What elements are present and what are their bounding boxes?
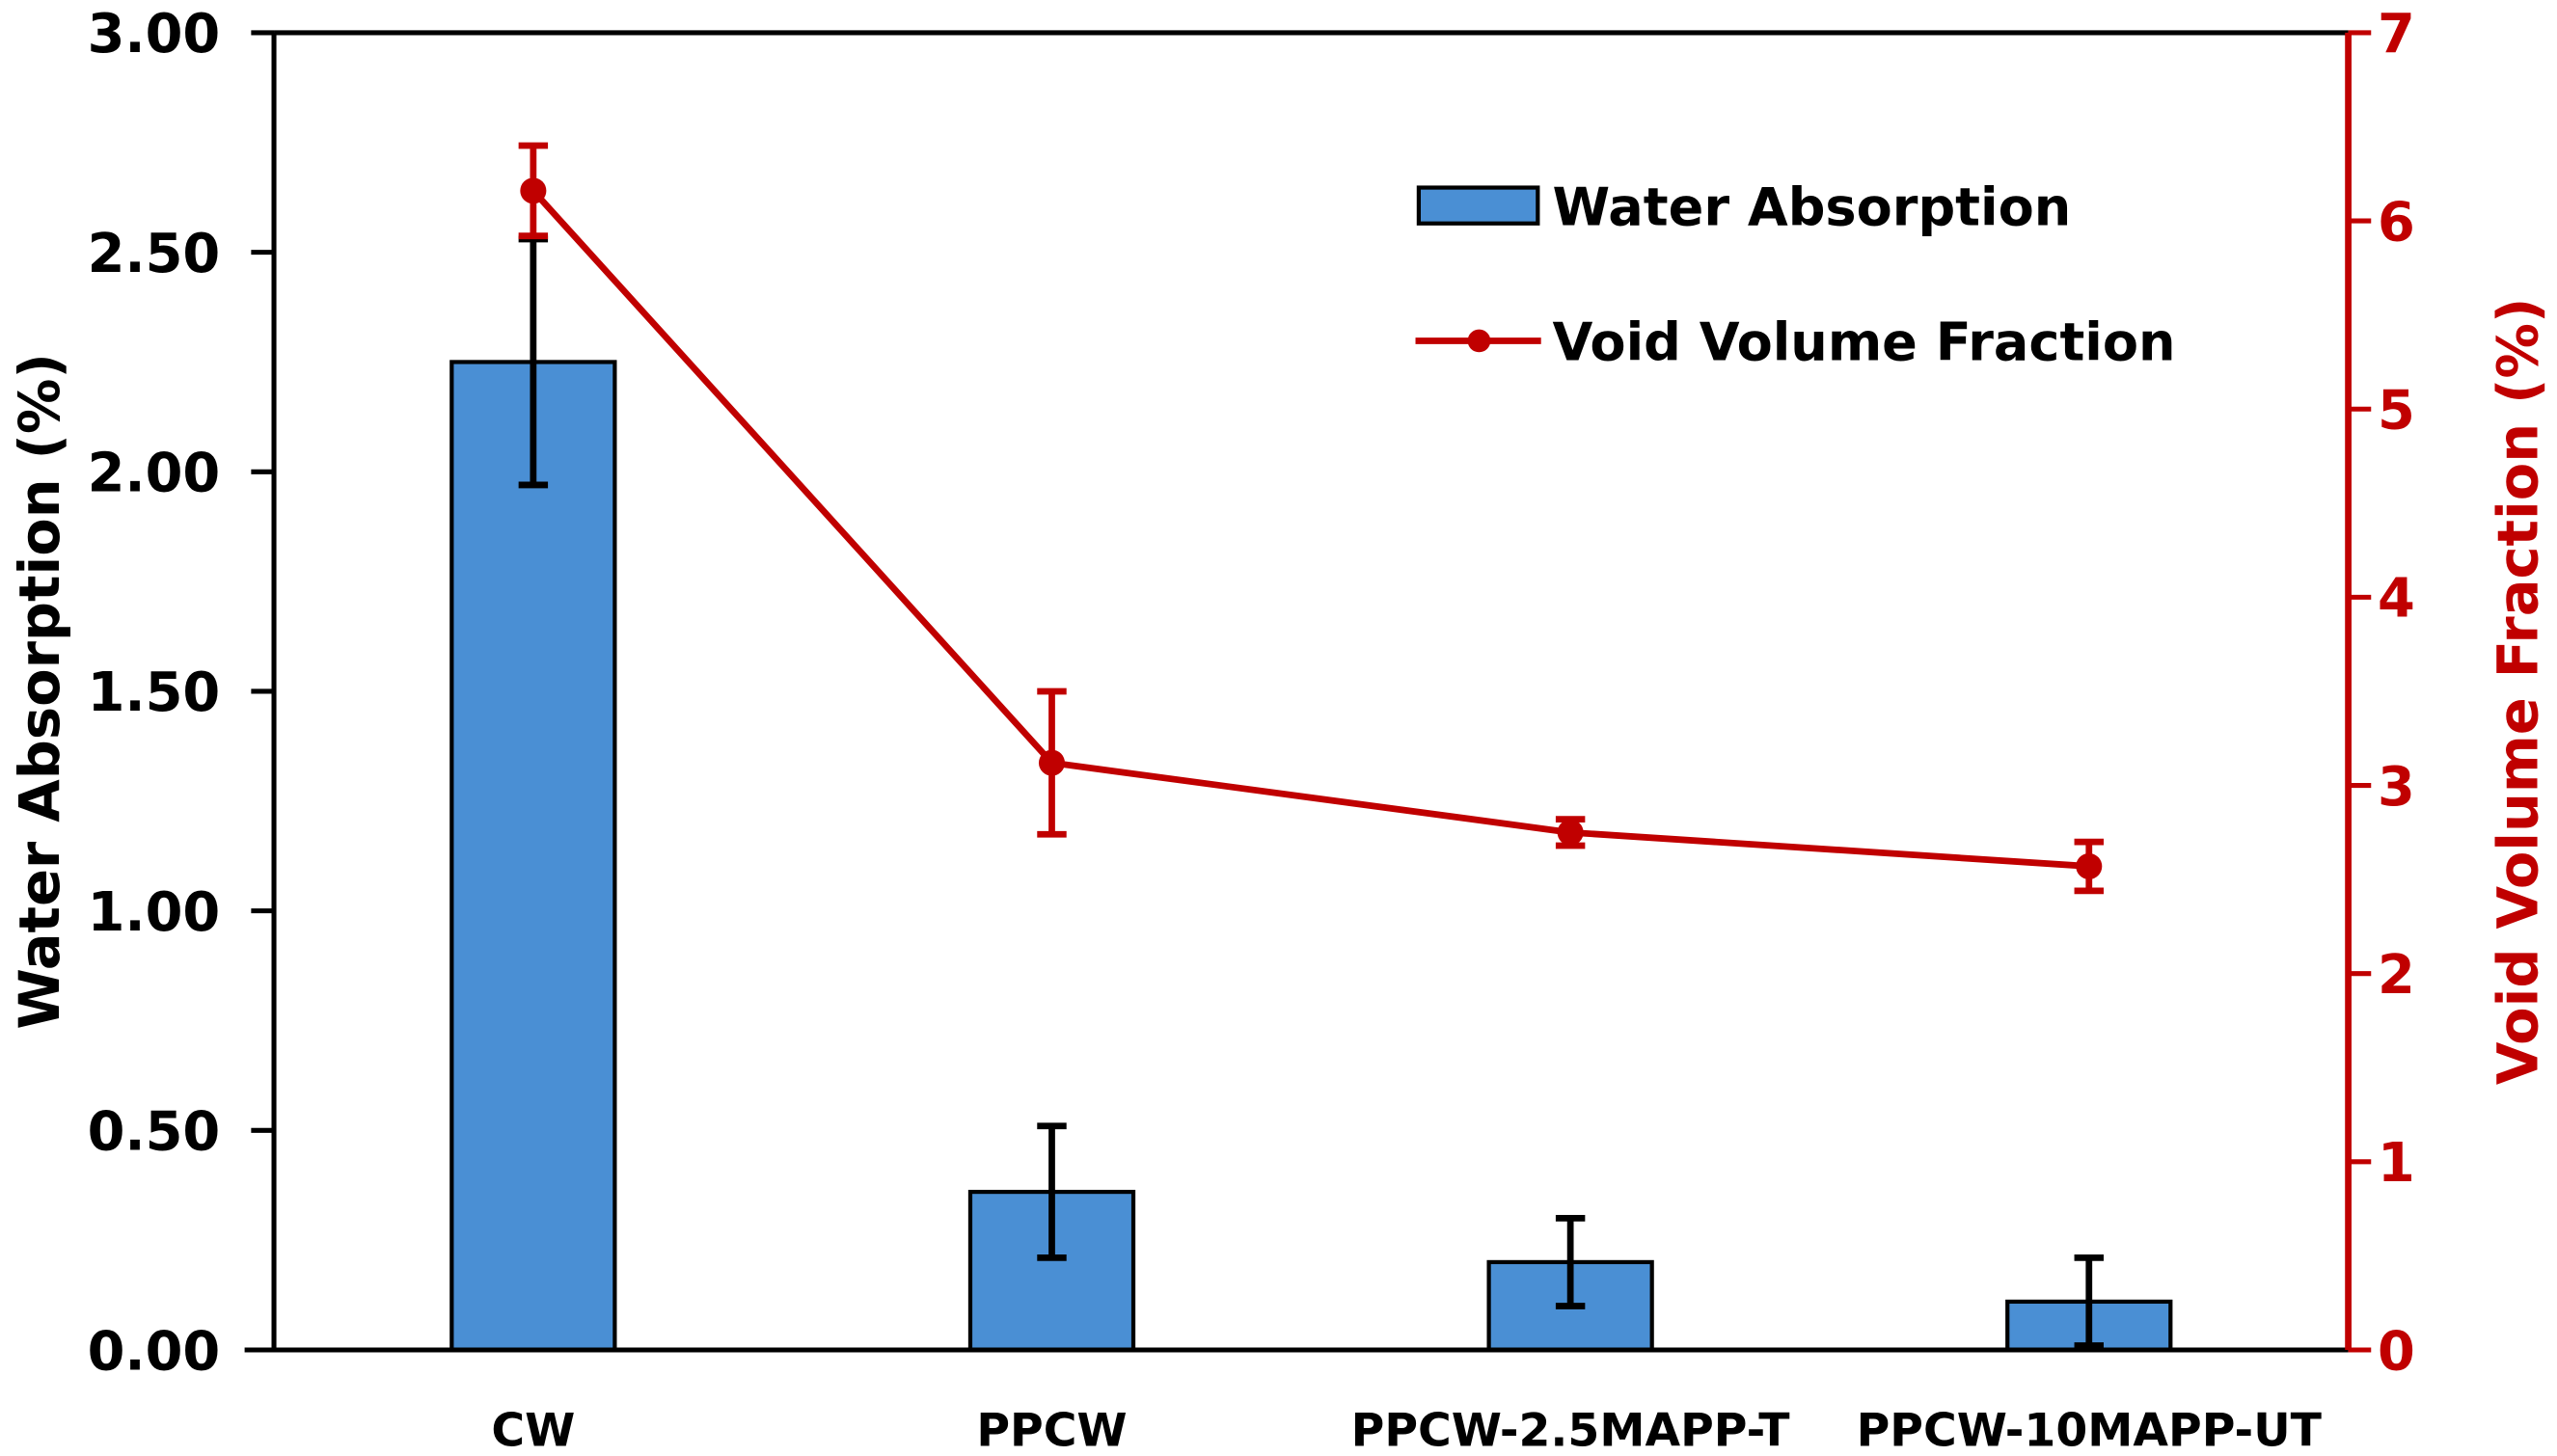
y-tick-label: 0.00 xyxy=(88,1320,221,1383)
y2-tick-label: 3 xyxy=(2378,756,2415,819)
y2-tick-label: 7 xyxy=(2378,3,2415,66)
y2-axis-label: Void Volume Fraction (%) xyxy=(2487,298,2551,1085)
void-line xyxy=(530,188,2089,870)
y2-tick-label: 4 xyxy=(2378,568,2415,631)
void-point-2 xyxy=(1557,819,1584,846)
x-tick-label: PPCW-10MAPP-UT xyxy=(1857,1405,2323,1456)
legend: Water Absorption Void Volume Fraction xyxy=(1415,176,2176,373)
void-point-1 xyxy=(1038,749,1066,776)
y-tick-label: 3.00 xyxy=(88,3,221,66)
legend-swatch-water-absorption xyxy=(1416,185,1540,226)
y2-tick-label: 2 xyxy=(2378,944,2415,1007)
y-tick-label: 1.50 xyxy=(88,661,221,724)
legend-label-water-absorption: Water Absorption xyxy=(1553,176,2072,237)
y-tick-label: 2.00 xyxy=(88,443,221,505)
x-tick-label: PPCW xyxy=(976,1405,1127,1456)
y2-tick-label: 6 xyxy=(2378,191,2415,254)
y2-tick-label: 1 xyxy=(2378,1132,2415,1195)
y-tick-label: 1.00 xyxy=(88,881,221,944)
bar-0 xyxy=(449,360,617,1353)
void-point-3 xyxy=(2076,852,2103,879)
y2-tick-label: 5 xyxy=(2378,380,2415,443)
y-axis-label: Water Absorption (%) xyxy=(8,353,72,1029)
void-point-0 xyxy=(520,177,547,204)
y-tick-label: 2.50 xyxy=(88,223,221,285)
legend-swatch-void-marker xyxy=(1467,329,1491,353)
y2-tick-label: 0 xyxy=(2378,1320,2415,1383)
x-tick-label: CW xyxy=(491,1405,575,1456)
legend-label-void-volume-fraction: Void Volume Fraction xyxy=(1553,312,2176,373)
y-tick-label: 0.50 xyxy=(88,1101,221,1164)
x-tick-label: PPCW-2.5MAPP-T xyxy=(1351,1405,1791,1456)
